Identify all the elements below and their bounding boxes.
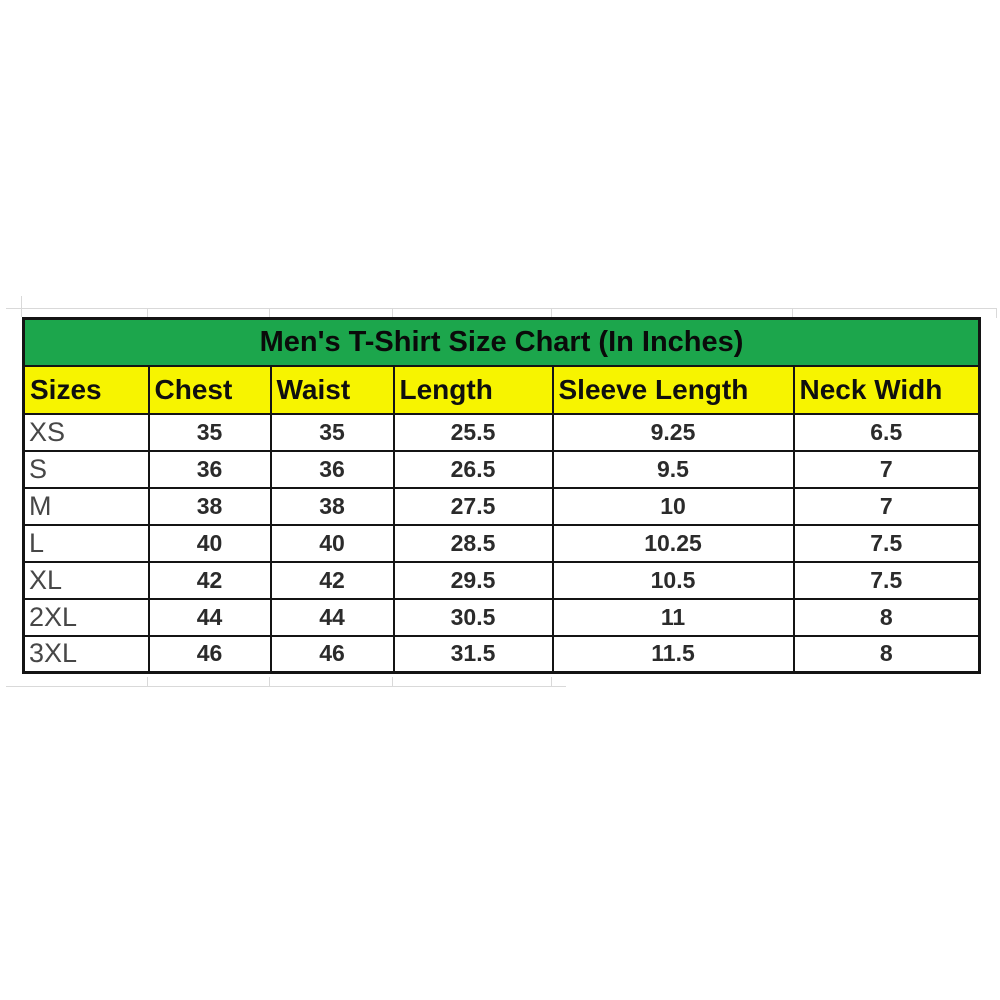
neck-width-value: 8 [792,634,981,674]
size-label: L [22,523,150,563]
table-title-row: Men's T-Shirt Size Chart (In Inches) [22,317,981,367]
sleeve-length-value: 10.25 [551,523,795,563]
neck-width-value: 7 [792,449,981,489]
excel-gridline [21,296,22,317]
length-value: 26.5 [392,449,554,489]
waist-value: 46 [269,634,395,674]
chest-value: 35 [147,412,272,452]
excel-gridline [147,677,148,687]
size-chart-table: Men's T-Shirt Size Chart (In Inches) Siz… [22,317,982,674]
waist-value: 35 [269,412,395,452]
length-value: 27.5 [392,486,554,526]
neck-width-value: 7.5 [792,523,981,563]
waist-value: 40 [269,523,395,563]
column-header-length: Length [392,364,554,415]
neck-width-value: 8 [792,597,981,637]
excel-gridline [551,308,552,318]
chest-value: 40 [147,523,272,563]
table-header-row: Sizes Chest Waist Length Sleeve Length N… [22,364,981,415]
neck-width-value: 7.5 [792,560,981,600]
table-row-m: M 38 38 27.5 10 7 [22,486,981,526]
sleeve-length-value: 10.5 [551,560,795,600]
size-label: M [22,486,150,526]
column-header-sleeve-length: Sleeve Length [551,364,795,415]
neck-width-value: 7 [792,486,981,526]
size-label: XS [22,412,150,452]
length-value: 31.5 [392,634,554,674]
size-label: XL [22,560,150,600]
excel-gridline [6,308,996,309]
waist-value: 44 [269,597,395,637]
size-label: 3XL [22,634,150,674]
sleeve-length-value: 11 [551,597,795,637]
table-row-2xl: 2XL 44 44 30.5 11 8 [22,597,981,637]
column-header-sizes: Sizes [22,364,150,415]
table-title: Men's T-Shirt Size Chart (In Inches) [22,317,981,367]
waist-value: 36 [269,449,395,489]
table-row-xs: XS 35 35 25.5 9.25 6.5 [22,412,981,452]
size-label: S [22,449,150,489]
excel-gridline [147,308,148,318]
chest-value: 46 [147,634,272,674]
chest-value: 42 [147,560,272,600]
waist-value: 42 [269,560,395,600]
excel-gridline [996,308,997,318]
table-row-3xl: 3XL 46 46 31.5 11.5 8 [22,634,981,674]
excel-gridline [392,677,393,687]
size-label: 2XL [22,597,150,637]
length-value: 29.5 [392,560,554,600]
excel-gridline [392,308,393,318]
neck-width-value: 6.5 [792,412,981,452]
table-row-l: L 40 40 28.5 10.25 7.5 [22,523,981,563]
column-header-chest: Chest [147,364,272,415]
sleeve-length-value: 11.5 [551,634,795,674]
column-header-neck-width: Neck Widh [792,364,981,415]
waist-value: 38 [269,486,395,526]
length-value: 25.5 [392,412,554,452]
excel-gridline [6,686,566,687]
table-row-xl: XL 42 42 29.5 10.5 7.5 [22,560,981,600]
chest-value: 44 [147,597,272,637]
excel-gridline [269,308,270,318]
table-row-s: S 36 36 26.5 9.5 7 [22,449,981,489]
chest-value: 38 [147,486,272,526]
chest-value: 36 [147,449,272,489]
excel-gridline [792,308,793,318]
length-value: 28.5 [392,523,554,563]
excel-gridline [269,677,270,687]
length-value: 30.5 [392,597,554,637]
sleeve-length-value: 10 [551,486,795,526]
excel-gridline [551,677,552,687]
sleeve-length-value: 9.5 [551,449,795,489]
column-header-waist: Waist [269,364,395,415]
sleeve-length-value: 9.25 [551,412,795,452]
